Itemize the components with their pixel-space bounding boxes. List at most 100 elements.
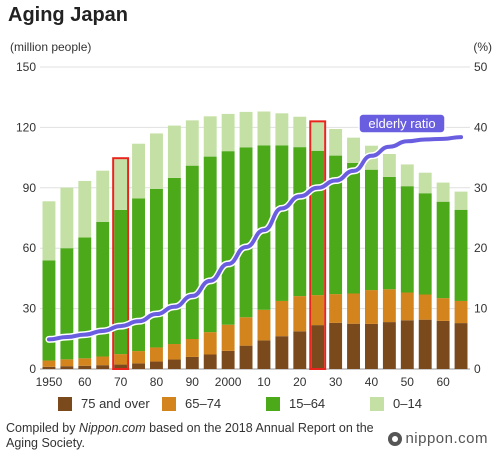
bar-segment-75-over (382, 322, 396, 369)
y-tick-label: 90 (23, 181, 37, 195)
legend-item: 0–14 (370, 396, 474, 411)
bar-segment-75-over (275, 336, 289, 369)
bar-segment-65-74 (365, 290, 378, 324)
elderly-ratio-label-bg (358, 113, 446, 134)
bar-segment-65-74 (150, 347, 163, 362)
bar-segment-0-14 (114, 159, 128, 210)
bar-segment-75-over (239, 345, 253, 369)
bar-segment-15-64 (132, 198, 145, 352)
bar-segment-65-74 (382, 289, 396, 323)
bar-segment-0-14 (275, 113, 289, 146)
bar-segment-0-14 (293, 116, 307, 148)
bar-segment-0-14 (418, 172, 432, 194)
bar-segment-0-14 (60, 187, 74, 249)
bar-segment-15-64 (365, 169, 378, 291)
bar-segment-65-74 (275, 300, 289, 337)
bar-segment-65-74 (185, 339, 199, 357)
y-tick-label: 150 (16, 60, 36, 74)
bar-segment-65-74 (96, 356, 110, 366)
bar-segment-75-over (436, 320, 450, 369)
bar-segment-75-over (221, 350, 235, 369)
x-tick-label: 30 (329, 375, 343, 389)
elderly-ratio-label: elderly ratio (368, 116, 435, 131)
legend-item: 65–74 (162, 396, 266, 411)
bar-segment-75-over (400, 320, 414, 369)
legend-swatch (162, 396, 176, 411)
bar-segment-65-74 (42, 360, 56, 367)
x-tick-label: 60 (436, 375, 450, 389)
bar-segment-0-14 (400, 164, 414, 187)
bar-segment-65-74 (114, 354, 128, 365)
x-tick-label: 2000 (215, 375, 242, 389)
bar-segment-65-74 (78, 358, 92, 366)
elderly-ratio-line (46, 135, 464, 342)
bar-segment-15-64 (185, 165, 199, 340)
bar-segment-15-64 (60, 248, 74, 360)
y2-tick-label: 20 (474, 241, 488, 255)
legend-item: 75 and over (58, 396, 162, 411)
legend-item: 15–64 (266, 396, 370, 411)
bar-segment-0-14 (329, 129, 343, 156)
bar-segment-75-over (150, 361, 163, 369)
bar-segment-15-64 (96, 221, 110, 357)
bar-segment-15-64 (114, 209, 128, 355)
source-suffix: based on the 2018 Annual Report on the A… (6, 421, 374, 450)
bar-segment-75-over (42, 366, 56, 369)
x-tick-label: 70 (114, 375, 128, 389)
x-tick-label: 90 (186, 375, 200, 389)
bar-segment-0-14 (96, 170, 110, 222)
bar-segment-0-14 (454, 191, 468, 210)
bar-segment-75-over (132, 363, 145, 369)
bar-segment-65-74 (418, 294, 432, 320)
bar-segment-65-74 (329, 294, 343, 323)
left-axis-unit: (million people) (10, 40, 91, 54)
bar-segment-65-74 (257, 309, 271, 341)
x-tick-label: 40 (365, 375, 379, 389)
bar-segment-75-over (96, 365, 110, 369)
bar-segment-15-64 (221, 151, 235, 325)
right-axis-unit: (%) (473, 40, 492, 54)
bar-segment-65-74 (167, 344, 181, 360)
bar-segment-15-64 (42, 260, 56, 361)
bar-segment-65-74 (132, 351, 145, 364)
x-tick-label: 80 (150, 375, 164, 389)
bar-segment-0-14 (167, 125, 181, 178)
y2-tick-label: 40 (474, 120, 488, 134)
bar-segment-75-over (203, 354, 217, 369)
bar-segment-15-64 (150, 188, 163, 348)
bar-segment-0-14 (311, 122, 325, 151)
bar-segment-15-64 (167, 177, 181, 345)
bar-segment-0-14 (78, 180, 92, 238)
y2-tick-label: 10 (474, 302, 488, 316)
y-tick-label: 30 (23, 302, 37, 316)
bar-segment-75-over (329, 322, 343, 369)
legend-label: 0–14 (393, 396, 422, 411)
legend-swatch (266, 396, 280, 411)
x-tick-label: 1950 (36, 375, 63, 389)
bar-segment-0-14 (221, 113, 235, 152)
bar-segment-0-14 (347, 137, 360, 163)
legend-swatch (370, 396, 384, 411)
bar-segment-75-over (347, 323, 360, 369)
highlight-box (112, 157, 130, 370)
bar-segment-0-14 (257, 111, 271, 146)
bar-segment-15-64 (203, 156, 217, 333)
y2-tick-label: 0 (474, 362, 481, 376)
x-tick-label: 50 (401, 375, 415, 389)
bar-segment-75-over (311, 325, 325, 369)
y-tick-label: 60 (23, 241, 37, 255)
logo-text: nippon.com (405, 430, 488, 447)
x-tick-label: 60 (78, 375, 92, 389)
source-site: Nippon.com (78, 421, 146, 435)
bar-segment-65-74 (454, 300, 468, 324)
aging-japan-chart: (million people) (%) 0 30 60 90 120 150 0 10 20 30 4… (10, 40, 492, 389)
bar-segment-0-14 (42, 201, 56, 261)
bar-segment-0-14 (436, 182, 450, 202)
y-tick-label: 120 (16, 120, 36, 134)
legend-label: 75 and over (81, 396, 150, 411)
bar-segment-75-over (114, 364, 128, 369)
y2-tick-label: 30 (474, 181, 488, 195)
bar-segment-75-over (78, 365, 92, 369)
bar-segment-65-74 (293, 296, 307, 332)
bar-segment-0-14 (239, 111, 253, 148)
